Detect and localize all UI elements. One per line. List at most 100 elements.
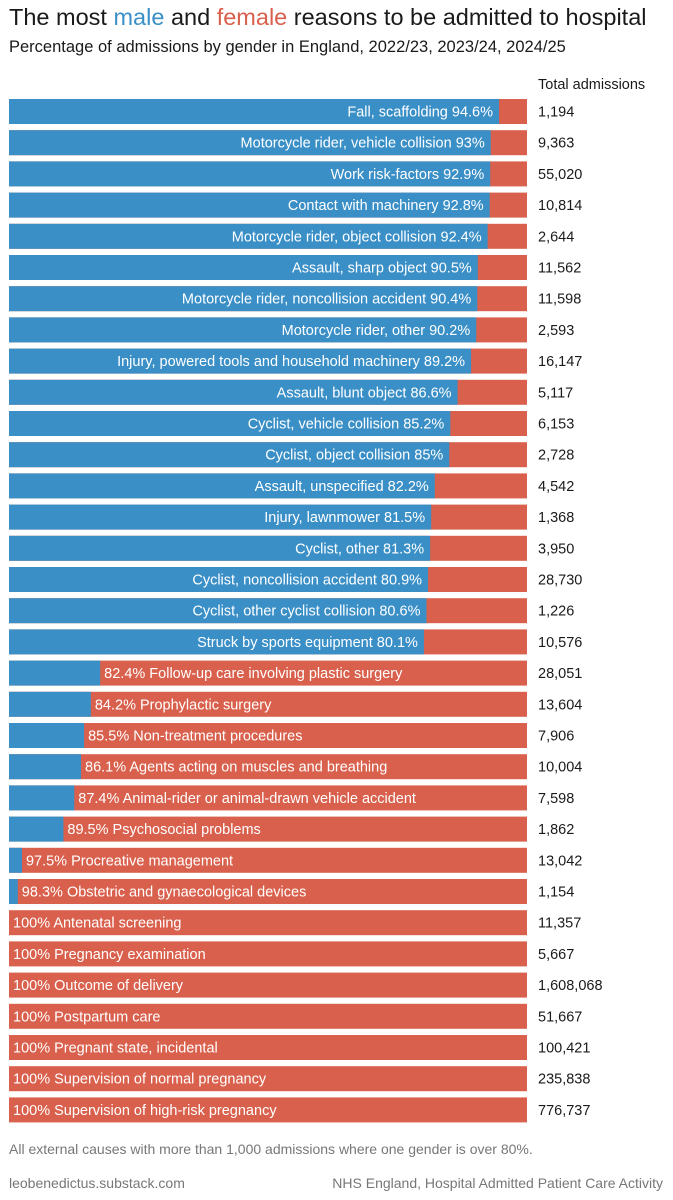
bar-row: Cyclist, vehicle collision 85.2% 6,153 [9,411,574,436]
female-bar-segment [9,754,527,780]
bar-label: 97.5% Procreative management [26,853,233,869]
female-bar-segment [9,1003,527,1029]
bar-row: 100% Supervision of high-risk pregnancy 7… [9,1097,590,1123]
male-bar-segment [9,255,478,280]
male-bar-segment [9,130,491,156]
male-bar-segment [9,567,429,592]
female-bar-segment [9,879,527,904]
bar-row: Motorcycle rider, vehicle collision 93% 9… [9,130,574,156]
male-bar-segment [9,816,64,842]
female-bar-segment [9,723,527,748]
bar-label: Motorcycle rider, vehicle collision 93% [241,136,485,152]
male-bar-segment [9,317,477,343]
bar-row: 97.5% Procreative management 13,042 [9,847,582,873]
total-admissions-value: 10,814 [538,198,582,214]
bar-row: Assault, blunt object 86.6% 5,117 [9,379,573,405]
male-bar-segment [9,411,451,436]
bar-row: 100% Pregnant state, incidental 100,421 [9,1035,590,1060]
male-bar-segment [9,754,82,780]
female-bar-segment [9,910,527,936]
bar-label: 100% Pregnant state, incidental [13,1041,218,1057]
bar-label: Fall, scaffolding 94.6% [347,105,493,121]
total-admissions-value: 776,737 [538,1103,590,1119]
bar-label: Cyclist, object collision 85% [265,448,443,464]
male-bar-segment [9,379,458,405]
source-website: leobenedictus.substack.com [9,1175,185,1191]
male-bar-segment [9,348,472,374]
bar-row: Fall, scaffolding 94.6% 1,194 [9,99,574,124]
female-bar-segment [9,785,527,811]
bar-row: Cyclist, object collision 85% 2,728 [9,442,574,468]
total-admissions-value: 51,667 [538,1009,582,1025]
total-admissions-value: 5,117 [538,385,573,401]
female-bar-segment [9,1035,527,1060]
total-admissions-value: 5,667 [538,947,574,963]
male-bar-segment [9,504,432,530]
male-bar-segment [9,192,490,218]
bar-label: Assault, unspecified 82.2% [255,479,429,495]
female-bar-segment [9,972,527,998]
chart-title: The most male and female reasons to be a… [9,4,647,31]
bar-label: 84.2% Prophylactic surgery [95,697,272,713]
total-admissions-value: 55,020 [538,167,582,183]
total-admissions-value: 1,154 [538,885,574,901]
bar-label: Motorcycle rider, other 90.2% [282,323,471,339]
total-admissions-value: 10,576 [538,635,582,651]
male-bar-segment [9,723,85,748]
bar-label: 82.4% Follow-up care involving plastic s… [104,666,403,682]
male-bar-segment [9,660,101,686]
title-middle: and [164,4,217,30]
bar-row: 87.4% Animal-rider or animal-drawn vehic… [9,785,574,811]
male-bar-segment [9,847,22,873]
total-admissions-value: 235,838 [538,1072,590,1088]
female-bar-segment [9,941,527,967]
bar-label: Motorcycle rider, object collision 92.4% [232,229,482,245]
female-bar-segment [9,816,527,842]
data-source: NHS England, Hospital Admitted Patient C… [332,1175,663,1191]
bar-label: 86.1% Agents acting on muscles and breat… [85,760,387,776]
total-admissions-value: 7,906 [538,729,574,745]
total-admissions-value: 11,598 [538,292,581,308]
title-prefix: The most [9,4,114,30]
total-admissions-value: 1,862 [538,822,574,838]
total-admissions-value: 7,598 [538,791,574,807]
total-admissions-value: 6,153 [538,417,574,433]
bar-label: 100% Postpartum care [13,1009,161,1025]
bar-row: Motorcycle rider, object collision 92.4%… [9,223,574,249]
title-suffix: reasons to be admitted to hospital [287,4,647,30]
bar-label: Cyclist, vehicle collision 85.2% [248,417,445,433]
male-bar-segment [9,473,435,499]
bar-label: Cyclist, other 81.3% [295,541,424,557]
total-admissions-value: 13,604 [538,697,582,713]
total-admissions-value: 11,357 [538,916,581,932]
bar-row: 82.4% Follow-up care involving plastic s… [9,660,582,686]
bar-row: Injury, lawnmower 81.5% 1,368 [9,504,574,530]
bar-label: 100% Antenatal screening [13,916,182,932]
bar-row: Contact with machinery 92.8% 10,814 [9,192,582,218]
bar-row: 89.5% Psychosocial problems 1,862 [9,816,574,842]
bar-row: 100% Antenatal screening 11,357 [9,910,581,936]
total-admissions-value: 1,368 [538,510,574,526]
total-admissions-value: 11,562 [538,261,581,277]
bar-label: Work risk-factors 92.9% [331,167,485,183]
bar-row: Assault, sharp object 90.5% 11,562 [9,255,581,280]
bar-row: Cyclist, other 81.3% 3,950 [9,535,574,561]
total-admissions-value: 3,950 [538,541,574,557]
bar-row: 86.1% Agents acting on muscles and breat… [9,754,582,780]
chart-note: All external causes with more than 1,000… [9,1141,533,1157]
male-bar-segment [9,99,500,124]
bar-label: Cyclist, other cyclist collision 80.6% [192,604,420,620]
total-admissions-value: 13,042 [538,853,582,869]
bar-row: 100% Supervision of normal pregnancy 235,… [9,1066,590,1092]
bar-label: Injury, powered tools and household mach… [117,354,465,370]
total-admissions-value: 100,421 [538,1041,590,1057]
female-bar-segment [9,1066,527,1092]
bar-label: Motorcycle rider, noncollision accident … [182,292,471,308]
male-bar-segment [9,286,478,312]
total-admissions-value: 28,730 [538,573,582,589]
bar-label: 100% Outcome of delivery [13,978,184,994]
total-admissions-value: 28,051 [538,666,582,682]
total-admissions-value: 2,644 [538,229,574,245]
bar-label: Cyclist, noncollision accident 80.9% [192,573,422,589]
bar-row: Motorcycle rider, noncollision accident … [9,286,581,312]
